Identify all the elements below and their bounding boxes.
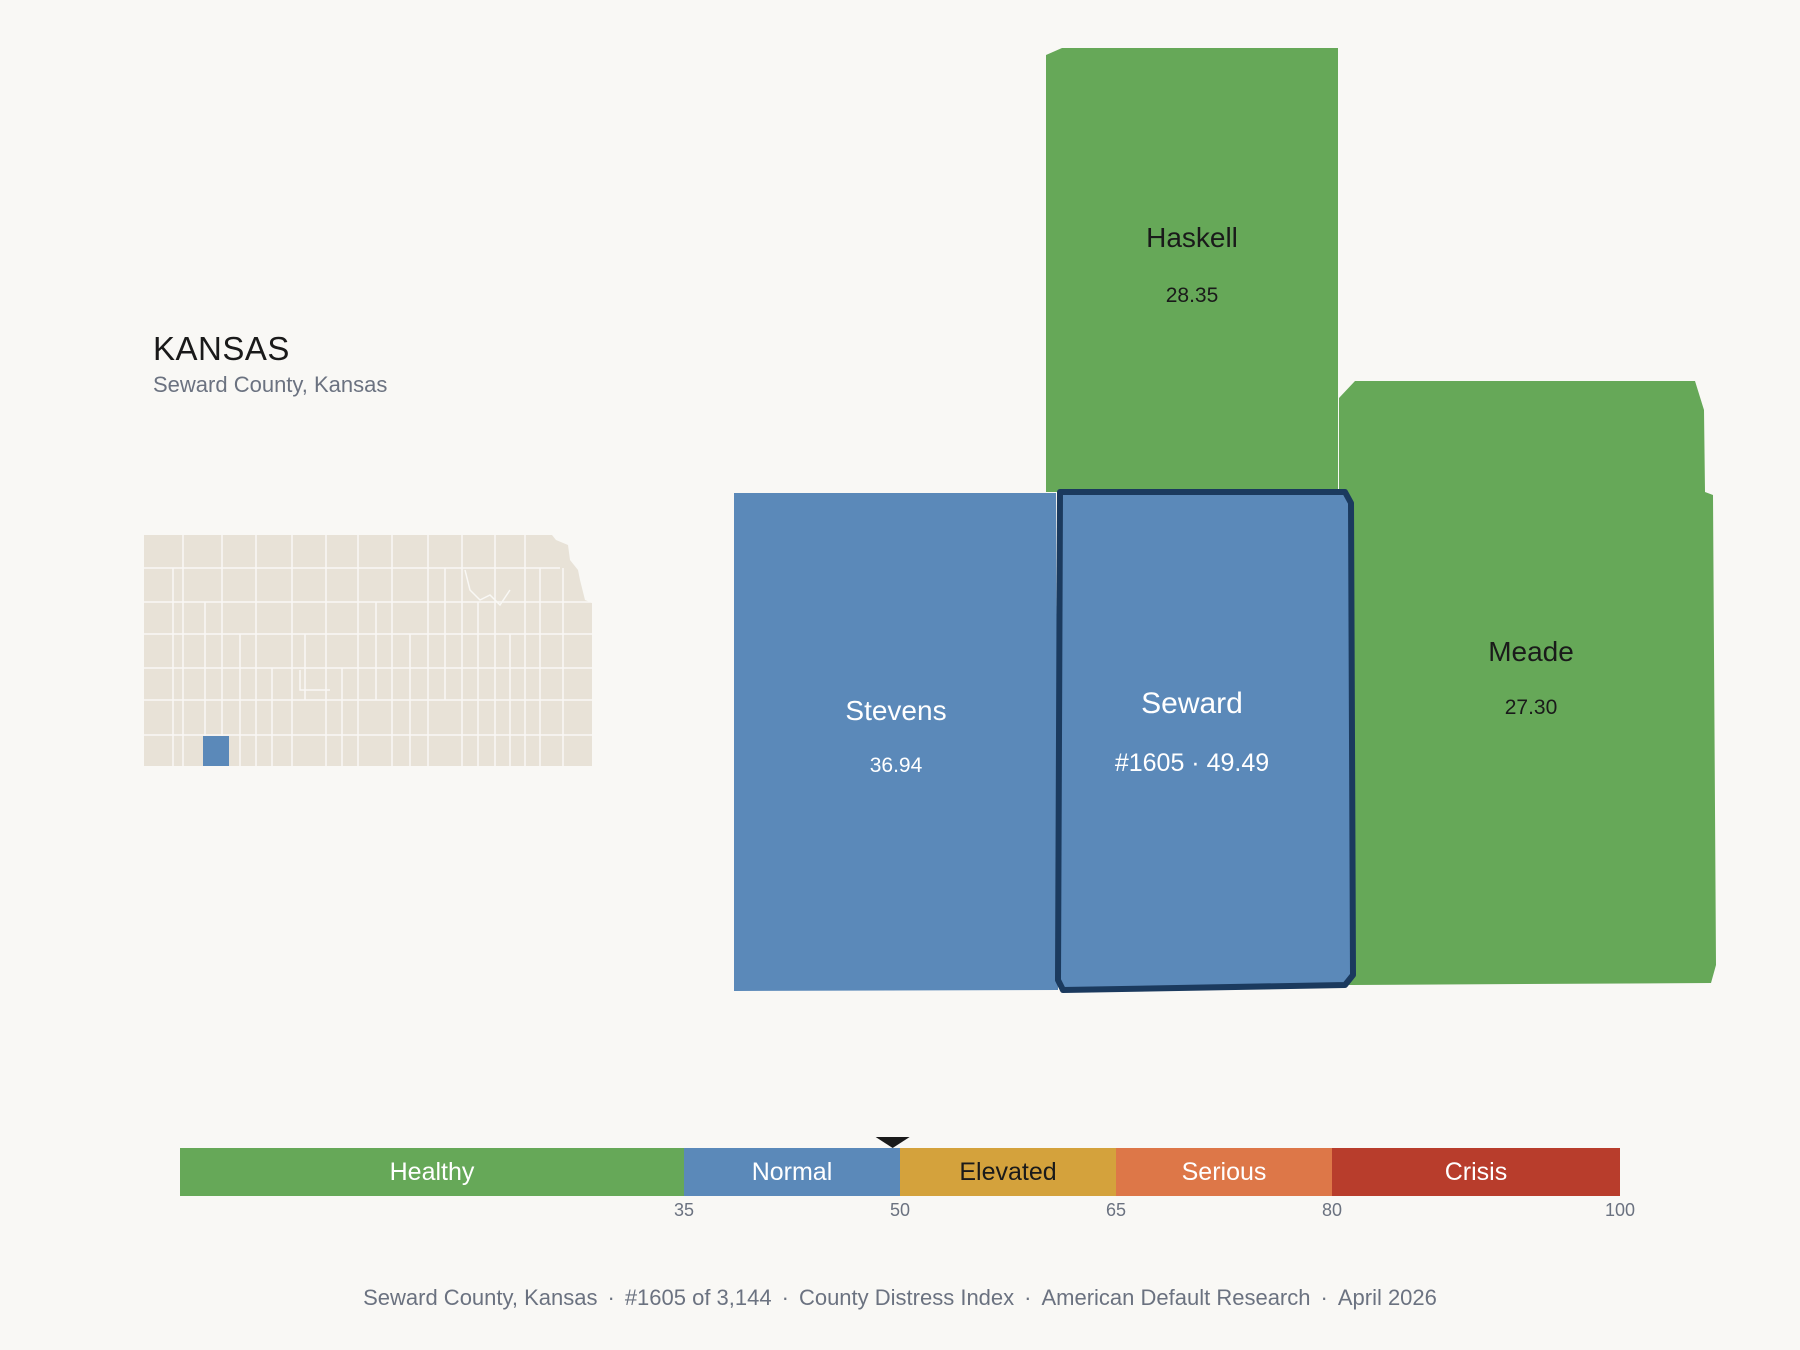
legend-label-serious: Serious [1182, 1158, 1267, 1186]
score-marker-icon [875, 1137, 910, 1148]
legend-tick-100: 100 [1605, 1200, 1635, 1220]
county-grid [144, 535, 592, 766]
legend-label-crisis: Crisis [1445, 1158, 1508, 1186]
legend-label-elevated: Elevated [959, 1158, 1056, 1186]
legend-segment-healthy [180, 1148, 684, 1196]
legend-tick-50: 50 [890, 1200, 910, 1220]
legend-label-healthy: Healthy [390, 1158, 475, 1186]
county-value-haskell: 28.35 [1166, 284, 1219, 307]
footer-credits: Seward County, Kansas · #1605 of 3,144 · Cou… [363, 1285, 1437, 1310]
footer-rank: #1605 of 3,144 [624, 1285, 772, 1310]
legend-tick-65: 65 [1106, 1200, 1126, 1220]
seward-highlight[interactable] [203, 736, 229, 766]
legend-tick-80: 80 [1322, 1200, 1342, 1220]
footer-source: American Default Research [1041, 1285, 1311, 1310]
footer-index-name: County Distress Index [798, 1285, 1015, 1310]
legend-segment-serious [1116, 1148, 1332, 1196]
legend-segment-normal [684, 1148, 900, 1196]
legend-tick-35: 35 [674, 1200, 694, 1220]
county-value-seward: #1605 · 49.49 [1115, 749, 1269, 777]
legend-segment-crisis [1332, 1148, 1620, 1196]
county-value-meade: 27.30 [1505, 696, 1558, 719]
state-title: KANSAS [153, 330, 290, 367]
distress-scale-legend: Healthy Normal Elevated Serious Crisis 3… [180, 1137, 1635, 1220]
county-stevens[interactable] [734, 493, 1058, 991]
county-label-seward: Seward [1141, 687, 1243, 720]
county-meade[interactable] [1339, 381, 1716, 985]
county-label-stevens: Stevens [845, 695, 946, 726]
county-value-stevens: 36.94 [870, 754, 923, 777]
county-seward[interactable] [1055, 489, 1356, 993]
county-label-haskell: Haskell [1146, 222, 1238, 253]
county-haskell[interactable] [1046, 48, 1338, 492]
footer-county: Seward County, Kansas [363, 1285, 598, 1310]
legend-label-normal: Normal [752, 1158, 833, 1186]
legend-segment-elevated [900, 1148, 1116, 1196]
footer-date: April 2026 [1337, 1285, 1437, 1310]
state-inset-map [144, 535, 592, 766]
map-subtitle: Seward County, Kansas [153, 372, 388, 397]
county-label-meade: Meade [1488, 636, 1574, 667]
